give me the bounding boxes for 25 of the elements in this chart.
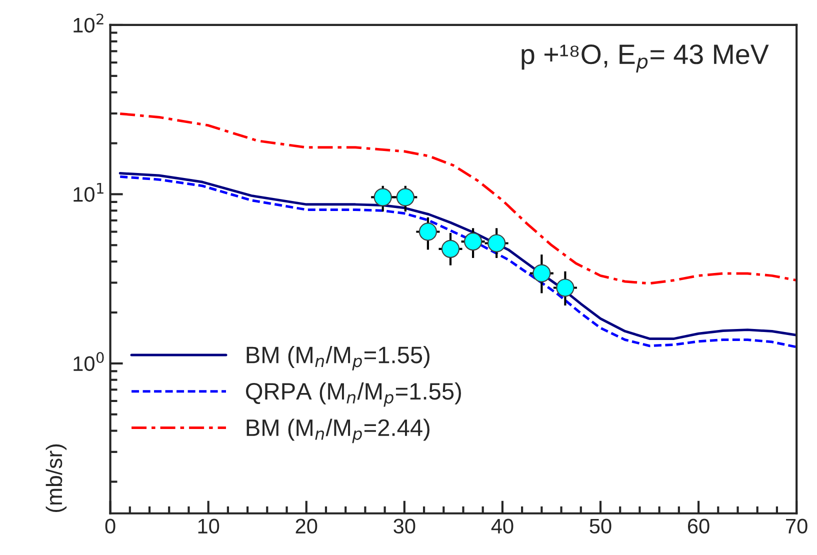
x-tick-label: 50 [590,518,612,534]
legend-label: BM (M$_{n}$/M$_{p}$=2.44) [246,418,430,444]
legend-label: BM (M$_{n}$/M$_{p}$=1.55) [246,346,430,370]
legend-label: QRPA (M$_{n}$/M$_{p}$=1.55) [246,382,461,407]
x-tick-label: 30 [394,518,416,534]
y-tick-label: 10$^{1}$ [74,183,104,202]
x-tick-label: 0 [105,518,116,534]
point [488,234,506,252]
x-tick-label: 20 [296,518,318,534]
x-tick-label: 70 [786,518,808,534]
y-tick-label: 10$^{0}$ [74,352,104,372]
annotation: p +¹⁸O, E$_{p}$= 43 MeV [522,44,769,73]
x-tick-label: 60 [688,518,710,534]
point [374,188,392,206]
point [556,278,574,297]
line-series [118,112,797,285]
point [532,264,551,282]
y-axis-title: (mb/sr) [46,444,67,512]
point [396,188,414,206]
point [418,222,438,241]
x-tick-label: 10 [198,518,220,534]
point [441,240,460,258]
y-tick-label: 10$^{2}$ [74,14,104,33]
point [464,232,482,251]
x-tick-label: 40 [491,518,514,534]
